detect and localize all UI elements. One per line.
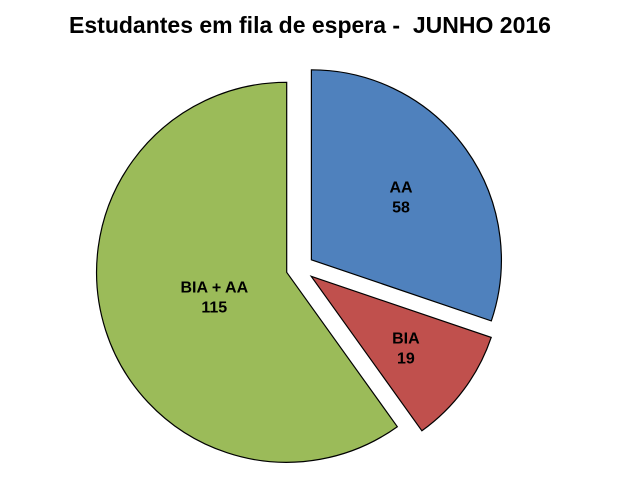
pie-slice-aa xyxy=(310,69,502,322)
slice-label-aa: AA 58 xyxy=(389,180,413,217)
slice-label-bia-aa: BIA + AA 115 xyxy=(180,280,248,317)
slice-label-bia: BIA 19 xyxy=(392,331,420,368)
pie-slice-bia-aa xyxy=(96,81,399,463)
chart-title: Estudantes em fila de espera - JUNHO 201… xyxy=(69,12,551,38)
pie-slice-bia xyxy=(309,275,492,432)
